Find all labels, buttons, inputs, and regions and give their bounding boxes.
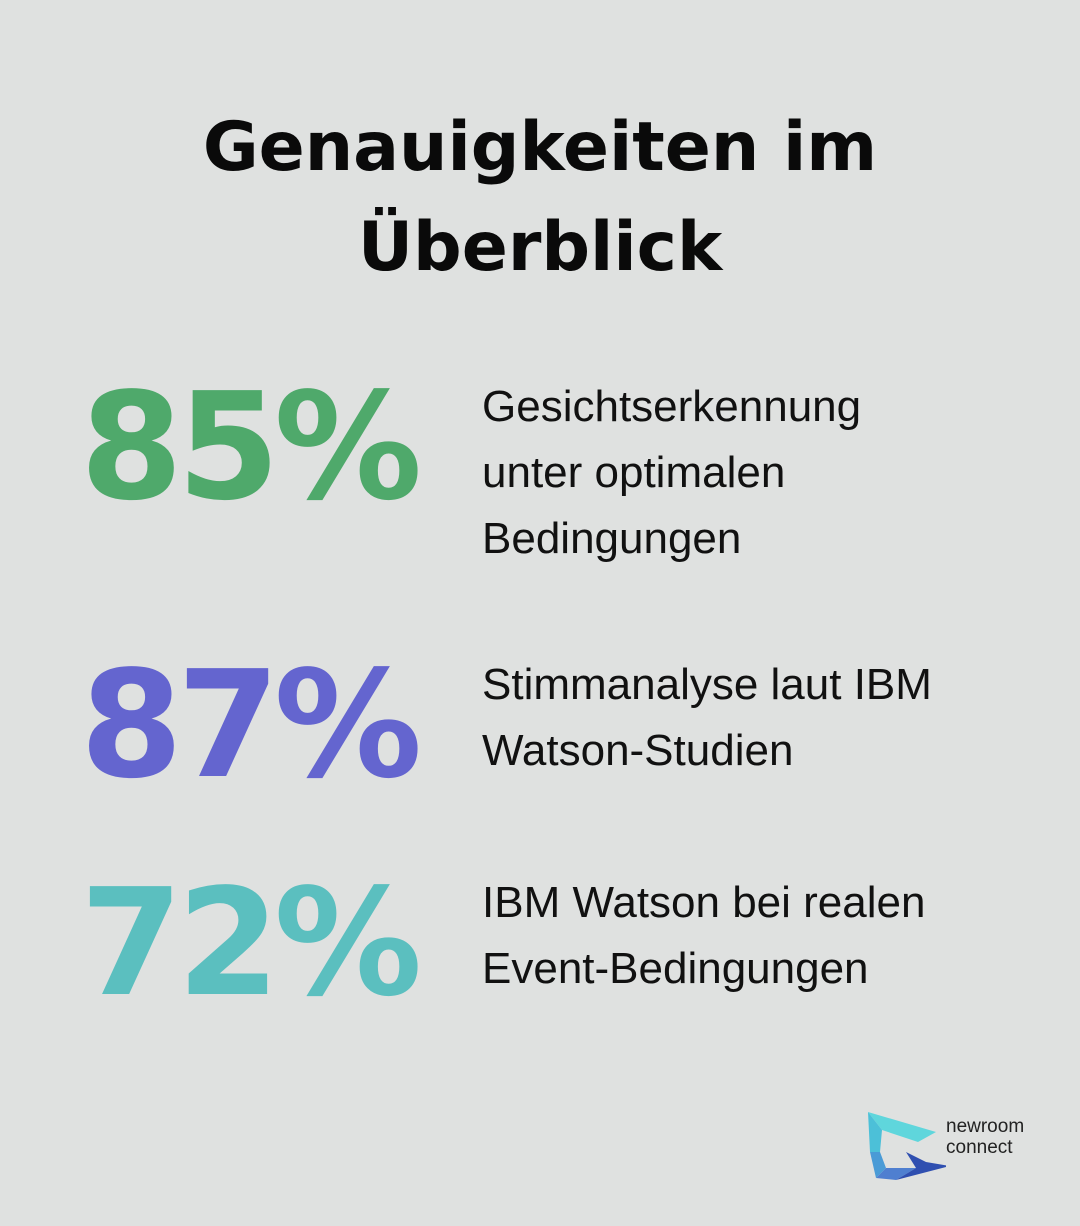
stat-description: Stimmanalyse laut IBM Watson-Studien: [482, 652, 932, 784]
logo-text: newroom connect: [946, 1116, 1024, 1158]
stat-description: Gesichtserkennung unter optimalen Beding…: [482, 374, 861, 572]
desc-line: Watson-Studien: [482, 726, 794, 775]
desc-line: Gesichtserkennung: [482, 382, 862, 431]
title-line-2: Überblick: [357, 208, 723, 287]
page-title: Genauigkeiten im Überblick: [0, 98, 1080, 298]
desc-line: Stimmanalyse laut IBM: [482, 660, 932, 709]
newroom-connect-logo: newroom connect: [866, 1108, 1046, 1184]
logo-line-2: connect: [946, 1137, 1013, 1158]
stat-value: 87%: [80, 639, 422, 811]
stat-description: IBM Watson bei realen Event-Bedingungen: [482, 870, 925, 1002]
stat-value: 72%: [80, 857, 422, 1029]
desc-line: Bedingungen: [482, 514, 742, 563]
stat-real-events: 72% IBM Watson bei realen Event-Bedingun…: [80, 868, 1080, 1018]
title-line-1: Genauigkeiten im: [202, 108, 878, 187]
stat-value: 85%: [80, 361, 422, 533]
desc-line: unter optimalen: [482, 448, 786, 497]
desc-line: Event-Bedingungen: [482, 944, 869, 993]
logo-mark-icon: [868, 1112, 950, 1180]
stat-face-recognition: 85% Gesichtserkennung unter optimalen Be…: [80, 361, 1080, 563]
logo-line-1: newroom: [946, 1116, 1025, 1137]
desc-line: IBM Watson bei realen: [482, 878, 926, 927]
stat-voice-analysis: 87% Stimmanalyse laut IBM Watson-Studien: [80, 650, 1080, 800]
